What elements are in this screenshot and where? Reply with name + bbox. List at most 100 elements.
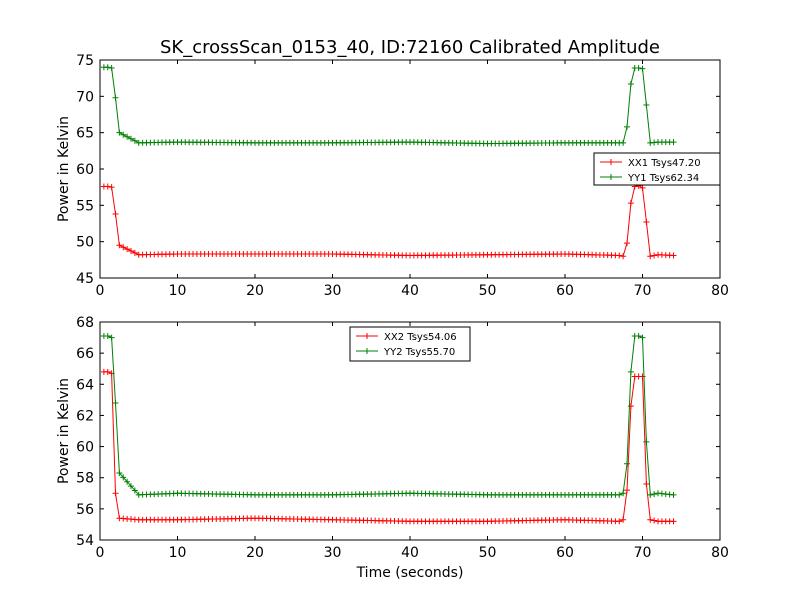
data-point-marker <box>651 491 658 498</box>
x-tick-label: 70 <box>634 545 652 561</box>
bottom-axes: 0 10 20 30 40 50 60 70 80 54 56 58 60 62 64 66 68 Power i… <box>56 315 729 581</box>
y-tick-label: 60 <box>76 162 94 178</box>
y-tick-label: 55 <box>76 198 94 214</box>
x-tick-label: 50 <box>479 283 497 299</box>
x-tick-label: 60 <box>556 283 574 299</box>
y-tick-label: 50 <box>76 235 94 251</box>
data-point-marker <box>120 474 127 481</box>
legend-label: YY2 Tsys55.70 <box>383 347 455 358</box>
data-point-marker <box>116 470 123 477</box>
y-tick-label: 45 <box>76 271 94 287</box>
x-tick-label: 30 <box>324 283 342 299</box>
data-point-marker <box>112 211 119 218</box>
y-tick-label: 60 <box>76 440 94 456</box>
data-point-marker <box>108 334 115 341</box>
legend-marker <box>364 333 370 339</box>
x-tick-label: 0 <box>96 545 105 561</box>
legend-marker <box>364 348 370 354</box>
data-point-marker <box>639 184 646 191</box>
data-point-marker <box>616 491 623 498</box>
data-point-marker <box>104 333 111 340</box>
data-point-marker <box>639 334 646 341</box>
data-point-marker <box>670 139 677 146</box>
y-axis-label: Power in Kelvin <box>56 116 72 222</box>
data-point-marker <box>651 517 658 524</box>
y-tick-label: 62 <box>76 408 94 424</box>
data-point-marker <box>643 480 650 487</box>
x-tick-label: 80 <box>711 283 729 299</box>
data-point-marker <box>128 483 134 490</box>
data-point-marker <box>639 65 646 72</box>
series-xx1 <box>100 182 677 260</box>
y-tick-label: 68 <box>76 315 94 331</box>
x-tick-label: 30 <box>324 545 342 561</box>
x-tick-label: 70 <box>634 283 652 299</box>
data-point-marker <box>112 490 119 497</box>
legend-box <box>593 152 721 186</box>
data-point-marker <box>131 249 138 256</box>
y-tick-label: 64 <box>76 377 94 393</box>
data-point-marker <box>670 518 677 525</box>
series-yy2 <box>100 333 677 498</box>
data-point-marker <box>643 102 650 109</box>
legend-marker <box>608 159 614 165</box>
data-point-marker <box>647 253 654 260</box>
y-tick-label: 75 <box>76 53 94 69</box>
data-point-marker <box>620 139 627 146</box>
data-point-marker <box>116 129 123 136</box>
data-point-marker <box>627 200 634 207</box>
data-point-marker <box>635 333 642 340</box>
data-point-marker <box>108 64 115 71</box>
figure-title: SK_crossScan_0153_40, ID:72160 Calibrate… <box>160 37 660 58</box>
data-point-marker <box>627 403 634 410</box>
data-point-marker <box>104 368 111 375</box>
data-point-marker <box>124 133 131 140</box>
y-tick-label: 54 <box>76 533 94 549</box>
legend: XX1 Tsys47.20 YY1 Tsys62.34 <box>593 152 721 186</box>
top-axes: 0 10 20 30 40 50 60 70 80 45 50 55 60 65 70 75 Power in … <box>56 53 729 299</box>
x-tick-label: 10 <box>169 283 187 299</box>
data-point-marker <box>635 64 642 71</box>
data-point-marker <box>624 460 630 467</box>
x-tick-label: 40 <box>401 545 419 561</box>
data-point-marker <box>124 246 131 253</box>
y-tick-label: 65 <box>76 126 94 142</box>
data-point-marker <box>627 80 634 87</box>
data-point-marker <box>643 438 650 445</box>
x-tick-label: 10 <box>169 545 187 561</box>
y-tick-label: 66 <box>76 346 94 362</box>
x-tick-label: 50 <box>479 545 497 561</box>
legend-label: XX2 Tsys54.06 <box>384 332 457 343</box>
data-point-marker <box>112 94 119 101</box>
data-point-marker <box>108 184 115 191</box>
data-point-marker <box>104 183 111 190</box>
data-point-marker <box>643 219 650 226</box>
data-point-marker <box>128 247 134 254</box>
data-point-marker <box>112 399 119 406</box>
data-point-marker <box>647 516 654 523</box>
data-point-marker <box>124 478 131 485</box>
x-tick-label: 0 <box>96 283 105 299</box>
data-point-marker <box>670 252 677 259</box>
data-point-marker <box>624 487 630 494</box>
data-point-marker <box>670 491 677 498</box>
x-tick-label: 60 <box>556 545 574 561</box>
data-point-marker <box>639 373 646 380</box>
legend-label: XX1 Tsys47.20 <box>628 158 701 169</box>
legend-box <box>349 326 471 362</box>
data-point-marker <box>104 64 111 71</box>
y-tick-label: 58 <box>76 471 94 487</box>
legend-marker <box>608 174 614 180</box>
legend: XX2 Tsys54.06 YY2 Tsys55.70 <box>349 326 471 362</box>
x-axis-label: Time (seconds) <box>356 565 464 581</box>
data-point-marker <box>116 242 123 249</box>
data-point-marker <box>624 240 630 247</box>
y-tick-label: 56 <box>76 502 94 518</box>
x-tick-label: 20 <box>246 545 264 561</box>
legend-label: YY1 Tsys62.34 <box>627 173 699 184</box>
data-point-marker <box>616 518 623 525</box>
data-point-marker <box>620 253 627 260</box>
data-point-marker <box>620 516 627 523</box>
data-point-marker <box>647 491 654 498</box>
